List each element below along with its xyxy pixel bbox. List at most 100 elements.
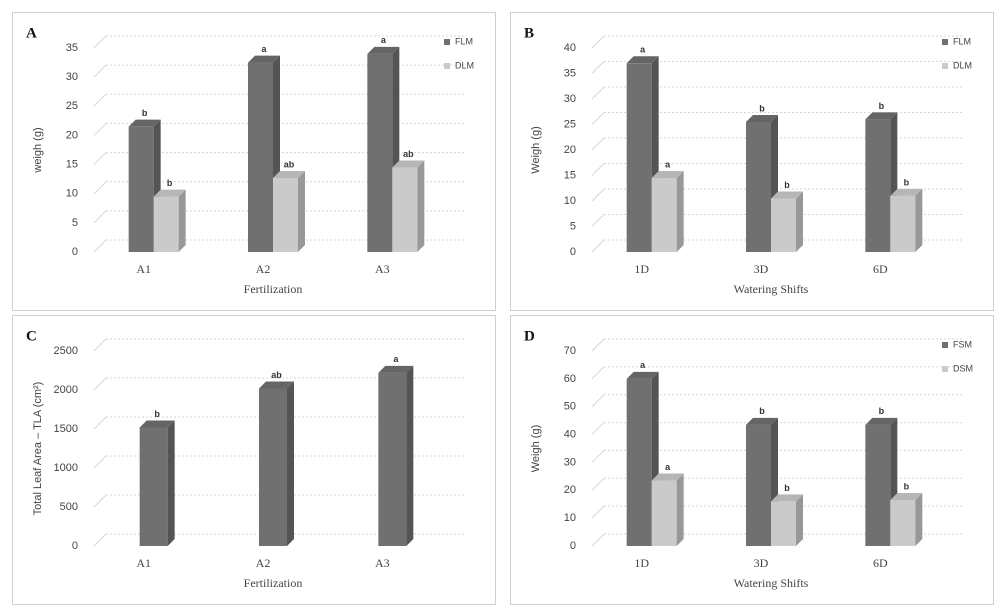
significance-letter: b [904, 177, 910, 187]
panel-border [12, 315, 496, 605]
y-tick-label: 0 [570, 540, 576, 552]
bar-side [796, 494, 803, 546]
legend-label: FLM [953, 36, 971, 46]
bar-top [153, 189, 186, 197]
significance-letter: a [665, 159, 671, 169]
y-tick-label: 5 [72, 217, 78, 229]
y-tick-label: 0 [72, 246, 78, 258]
bar-top [259, 381, 294, 389]
bar [273, 177, 298, 252]
legend-swatch [942, 366, 948, 372]
x-axis-label: Watering Shifts [734, 576, 809, 590]
significance-letter: b [759, 406, 765, 416]
panel-border [510, 12, 994, 311]
bar-side [178, 189, 186, 252]
bar [746, 121, 771, 252]
bar [771, 198, 796, 252]
significance-letter: ab [284, 159, 295, 169]
significance-letter: a [665, 462, 671, 472]
legend-swatch [942, 39, 948, 45]
bar-top [273, 170, 305, 178]
panel-border [12, 12, 496, 311]
grid-diagonal [93, 239, 107, 253]
grid-diagonal [591, 188, 605, 202]
x-axis-label: Fertilization [244, 576, 303, 590]
legend-label: DSM [953, 363, 973, 373]
y-tick-label: 30 [564, 93, 576, 105]
significance-letter: b [759, 103, 765, 113]
grid-diagonal [93, 455, 107, 469]
bar [890, 195, 916, 252]
bar-side [287, 381, 294, 546]
y-tick-label: 35 [66, 42, 78, 54]
x-tick-label: 3D [754, 556, 769, 570]
bar [865, 119, 891, 253]
legend-label: FSM [953, 339, 972, 349]
x-tick-label: 1D [634, 262, 649, 276]
bar-top [392, 160, 425, 168]
y-axis-label: Total Leaf Area – TLA (cm²) [32, 382, 44, 516]
grid-diagonal [93, 123, 107, 136]
bar-top [128, 119, 161, 127]
grid-diagonal [591, 239, 605, 253]
x-tick-label: A2 [256, 556, 271, 570]
grid-diagonal [93, 181, 107, 195]
significance-letter: a [640, 360, 646, 370]
bar [626, 63, 652, 252]
x-tick-label: A3 [375, 556, 390, 570]
y-tick-label: 20 [564, 144, 576, 156]
significance-letter: b [784, 180, 790, 190]
grid-diagonal [591, 533, 605, 547]
grid-diagonal [93, 152, 107, 165]
bar [128, 126, 154, 252]
significance-letter: a [261, 44, 267, 54]
y-tick-label: 70 [564, 345, 576, 357]
bar-top [626, 56, 659, 64]
significance-letter: a [393, 354, 399, 364]
bar [153, 196, 179, 252]
significance-letter: a [640, 45, 646, 55]
legend-label: FLM [455, 36, 473, 46]
bar-side [406, 365, 414, 546]
x-tick-label: 1D [634, 556, 649, 570]
bar-side [915, 188, 923, 252]
bar-top [865, 417, 898, 425]
bar-top [771, 494, 803, 502]
bar [392, 167, 418, 252]
grid-diagonal [93, 93, 107, 107]
y-tick-label: 10 [66, 188, 78, 200]
y-tick-label: 40 [564, 42, 576, 54]
x-tick-label: A3 [375, 262, 390, 276]
grid-diagonal [93, 377, 107, 391]
y-tick-label: 25 [564, 118, 576, 130]
y-tick-label: 2000 [54, 384, 78, 396]
bar [248, 62, 273, 253]
bar [651, 178, 677, 252]
grid-diagonal [591, 86, 605, 100]
x-tick-label: A1 [136, 262, 151, 276]
significance-letter: b [904, 481, 910, 491]
y-tick-label: 25 [66, 100, 78, 112]
significance-letter: b [879, 406, 885, 416]
bar [367, 53, 393, 253]
bar-top [378, 365, 414, 373]
grid-diagonal [93, 533, 107, 547]
bar [746, 424, 771, 546]
significance-letter: a [381, 35, 387, 45]
grid-diagonal [591, 163, 605, 176]
grid-diagonal [591, 505, 605, 519]
y-tick-label: 1000 [54, 462, 78, 474]
bar [626, 378, 652, 546]
bar-side [298, 170, 305, 252]
y-tick-label: 0 [72, 540, 78, 552]
grid-diagonal [591, 366, 605, 380]
legend-label: DLM [953, 60, 972, 70]
panel-title: B [524, 25, 534, 41]
grid-diagonal [591, 450, 605, 463]
grid-diagonal [591, 394, 605, 408]
bar-top [248, 55, 280, 63]
legend-swatch [444, 39, 450, 45]
y-tick-label: 40 [564, 428, 576, 440]
x-axis-label: Fertilization [244, 282, 303, 296]
grid-diagonal [591, 61, 605, 74]
